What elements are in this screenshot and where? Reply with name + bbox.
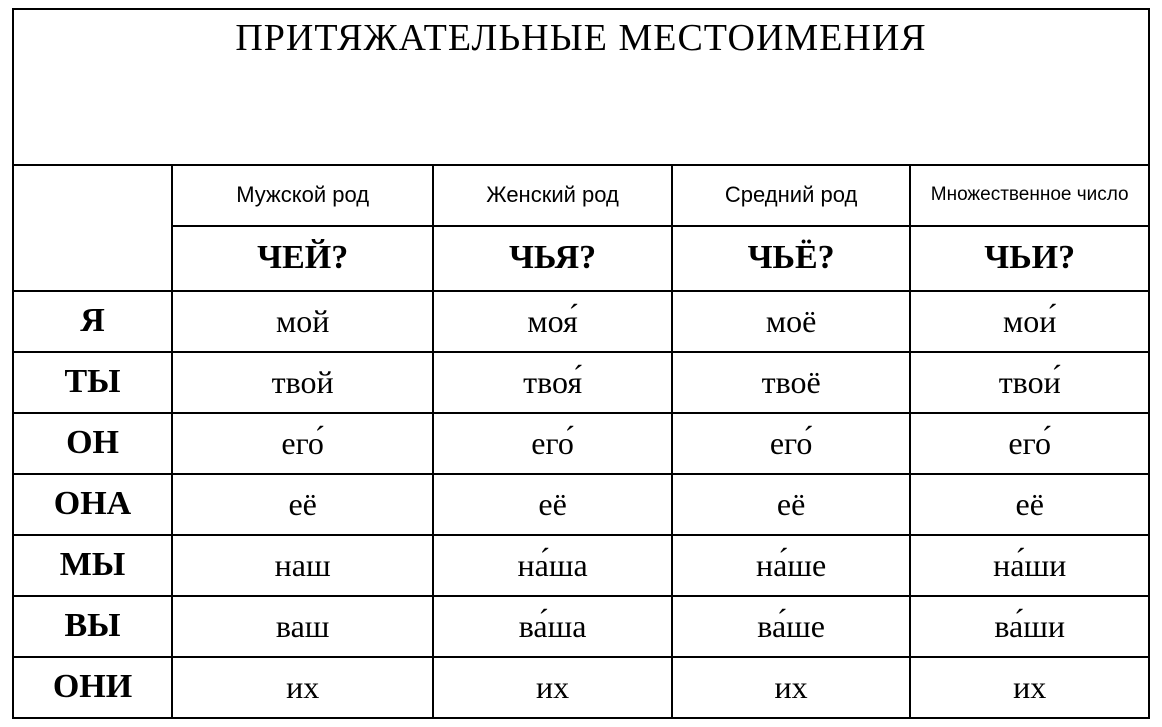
pronoun-ty: ТЫ — [13, 352, 172, 413]
cell: твой — [172, 352, 433, 413]
cell: мой — [172, 291, 433, 352]
table-row: ОНА её её её её — [13, 474, 1149, 535]
question-fem: ЧЬЯ? — [433, 226, 672, 291]
cell: ва́ша — [433, 596, 672, 657]
cell: её — [433, 474, 672, 535]
cell: наш — [172, 535, 433, 596]
cell: её — [672, 474, 911, 535]
table-row: ВЫ ваш ва́ша ва́ше ва́ши — [13, 596, 1149, 657]
cell: его́ — [433, 413, 672, 474]
table-row: ОНИ их их их их — [13, 657, 1149, 718]
table-title: ПРИТЯЖАТЕЛЬНЫЕ МЕСТОИМЕНИЯ — [13, 9, 1149, 165]
cell: ва́ше — [672, 596, 911, 657]
cell: на́ша — [433, 535, 672, 596]
cell: её — [910, 474, 1149, 535]
cell: его́ — [172, 413, 433, 474]
question-neut: ЧЬЁ? — [672, 226, 911, 291]
pronoun-my: МЫ — [13, 535, 172, 596]
possessive-pronouns-table: ПРИТЯЖАТЕЛЬНЫЕ МЕСТОИМЕНИЯ Мужской род Ж… — [12, 8, 1150, 719]
pronoun-ya: Я — [13, 291, 172, 352]
cell: его́ — [910, 413, 1149, 474]
gender-masculine: Мужской род — [172, 165, 433, 226]
cell: мои́ — [910, 291, 1149, 352]
pronoun-ona: ОНА — [13, 474, 172, 535]
table-row: Я мой моя́ моё мои́ — [13, 291, 1149, 352]
cell: твои́ — [910, 352, 1149, 413]
question-plur: ЧЬИ? — [910, 226, 1149, 291]
cell: на́ше — [672, 535, 911, 596]
header-corner-blank — [13, 165, 172, 291]
gender-feminine: Женский род — [433, 165, 672, 226]
cell: твоя́ — [433, 352, 672, 413]
cell: на́ши — [910, 535, 1149, 596]
cell: их — [433, 657, 672, 718]
cell: ваш — [172, 596, 433, 657]
table-row: МЫ наш на́ша на́ше на́ши — [13, 535, 1149, 596]
cell: их — [672, 657, 911, 718]
table-row: ТЫ твой твоя́ твоё твои́ — [13, 352, 1149, 413]
cell: её — [172, 474, 433, 535]
cell: ва́ши — [910, 596, 1149, 657]
cell: их — [172, 657, 433, 718]
question-masc: ЧЕЙ? — [172, 226, 433, 291]
cell: моя́ — [433, 291, 672, 352]
cell: его́ — [672, 413, 911, 474]
gender-plural: Множественное число — [910, 165, 1149, 226]
pronoun-vy: ВЫ — [13, 596, 172, 657]
gender-neuter: Средний род — [672, 165, 911, 226]
pronoun-on: ОН — [13, 413, 172, 474]
pronoun-oni: ОНИ — [13, 657, 172, 718]
table-row: ОН его́ его́ его́ его́ — [13, 413, 1149, 474]
cell: твоё — [672, 352, 911, 413]
cell: моё — [672, 291, 911, 352]
cell: их — [910, 657, 1149, 718]
